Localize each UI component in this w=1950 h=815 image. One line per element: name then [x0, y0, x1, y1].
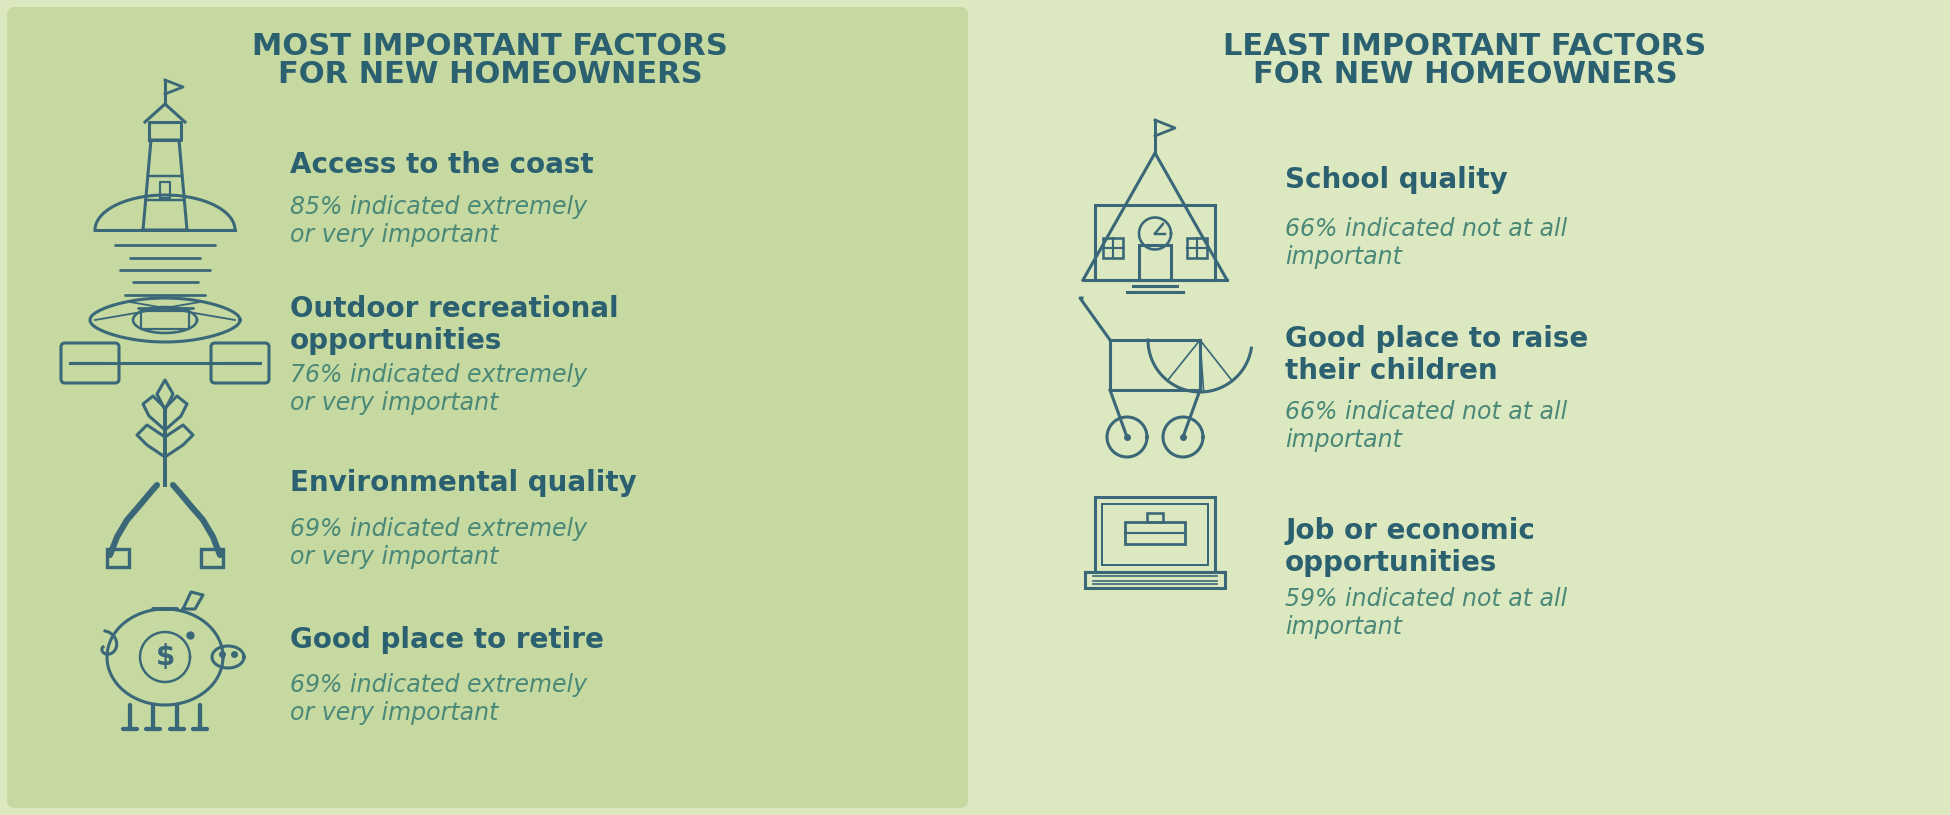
Text: 69% indicated extremely
or very important: 69% indicated extremely or very importan… [291, 673, 587, 725]
Text: 69% indicated extremely
or very important: 69% indicated extremely or very importan… [291, 517, 587, 569]
Bar [1084, 572, 1225, 588]
Text: 85% indicated extremely
or very important: 85% indicated extremely or very importan… [291, 195, 587, 247]
Text: School quality: School quality [1285, 166, 1507, 194]
Text: FOR NEW HOMEOWNERS: FOR NEW HOMEOWNERS [1252, 60, 1677, 89]
Text: FOR NEW HOMEOWNERS: FOR NEW HOMEOWNERS [277, 60, 702, 89]
Text: Outdoor recreational
opportunities: Outdoor recreational opportunities [291, 295, 618, 355]
Bar [201, 549, 222, 567]
FancyBboxPatch shape [8, 7, 967, 808]
Text: LEAST IMPORTANT FACTORS: LEAST IMPORTANT FACTORS [1223, 32, 1706, 61]
Bar [1188, 237, 1207, 258]
Bar [1139, 245, 1172, 280]
Text: 76% indicated extremely
or very important: 76% indicated extremely or very importan… [291, 363, 587, 415]
Bar [107, 549, 129, 567]
Bar [1096, 205, 1215, 280]
Bar [1102, 504, 1207, 565]
FancyBboxPatch shape [983, 7, 1942, 808]
Bar [1104, 237, 1123, 258]
Text: Access to the coast: Access to the coast [291, 151, 593, 179]
Text: 66% indicated not at all
important: 66% indicated not at all important [1285, 400, 1568, 452]
Bar [1125, 522, 1186, 544]
Bar [1147, 513, 1162, 522]
Text: MOST IMPORTANT FACTORS: MOST IMPORTANT FACTORS [252, 32, 727, 61]
Text: 66% indicated not at all
important: 66% indicated not at all important [1285, 217, 1568, 269]
Text: 59% indicated not at all
important: 59% indicated not at all important [1285, 587, 1568, 639]
Bar [140, 311, 189, 329]
Text: Good place to retire: Good place to retire [291, 626, 604, 654]
Text: Environmental quality: Environmental quality [291, 469, 638, 497]
Text: Job or economic
opportunities: Job or economic opportunities [1285, 517, 1535, 577]
Bar [1096, 497, 1215, 572]
Text: Good place to raise
their children: Good place to raise their children [1285, 325, 1587, 385]
Text: $: $ [156, 643, 176, 671]
